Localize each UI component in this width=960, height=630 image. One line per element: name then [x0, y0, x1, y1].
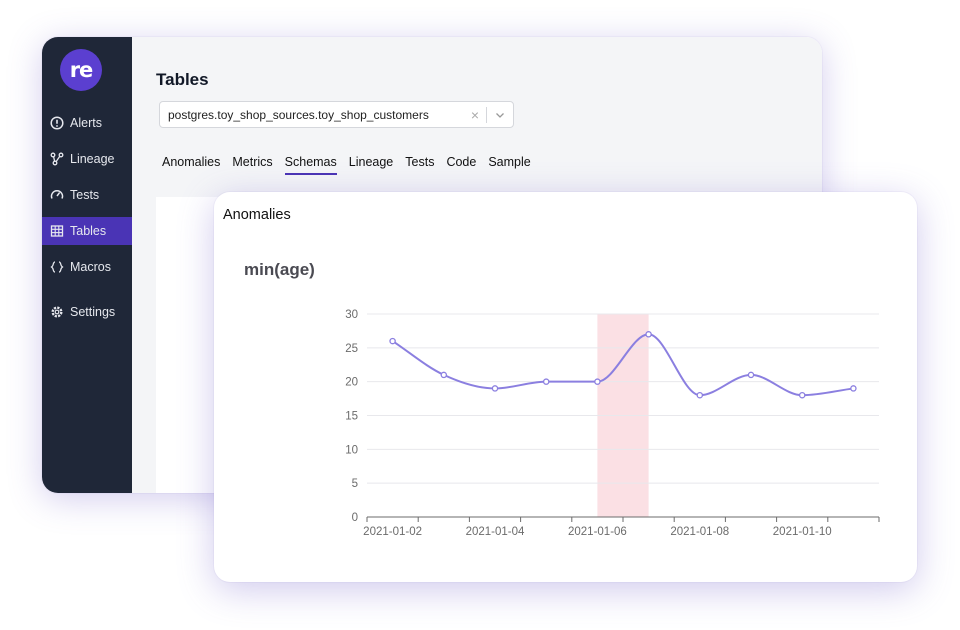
table-select[interactable]: postgres.toy_shop_sources.toy_shop_custo… — [159, 101, 514, 128]
line-chart: 0 5 10 15 20 25 30 2021-01-02 2021-01-04 2021-01-… — [345, 309, 880, 538]
sidebar-item-label: Tables — [70, 224, 107, 238]
sidebar-item-tables[interactable]: Tables — [42, 217, 132, 245]
anomalies-card: Anomalies min(age) 0 5 10 15 20 25 30 2021-01-0… — [214, 192, 917, 582]
tab-anomalies[interactable]: Anomalies — [162, 155, 221, 169]
x-tick-label: 2021-01-04 — [466, 526, 525, 538]
data-point — [645, 331, 652, 338]
y-tick-label: 5 — [352, 478, 358, 490]
card-title: Anomalies — [223, 207, 291, 223]
data-point — [389, 337, 396, 345]
gauge-icon — [50, 188, 64, 202]
tab-sample[interactable]: Sample — [488, 155, 531, 169]
data-point — [747, 371, 755, 379]
y-tick-label: 10 — [345, 444, 358, 456]
sidebar-item-lineage[interactable]: Lineage — [42, 145, 132, 173]
tab-code[interactable]: Code — [446, 155, 477, 169]
x-tick-label: 2021-01-08 — [670, 526, 729, 538]
sidebar-item-label: Tests — [70, 188, 100, 202]
data-point — [594, 378, 601, 385]
data-point — [850, 385, 857, 392]
sidebar-item-settings[interactable]: Settings — [42, 298, 132, 326]
tab-schemas[interactable]: Schemas — [284, 155, 337, 175]
table-select-value: postgres.toy_shop_sources.toy_shop_custo… — [168, 107, 429, 122]
data-point — [491, 385, 499, 392]
lineage-icon — [50, 152, 64, 166]
close-icon[interactable]: × — [470, 106, 480, 123]
select-divider — [486, 106, 487, 123]
sidebar-item-label: Settings — [70, 305, 116, 319]
chevron-down-icon[interactable] — [487, 109, 513, 121]
data-point — [696, 391, 704, 399]
tab-lineage[interactable]: Lineage — [348, 155, 394, 169]
y-tick-label: 20 — [345, 377, 358, 389]
chart-title: min(age) — [244, 260, 315, 279]
tab-tests[interactable]: Tests — [405, 155, 435, 169]
x-tick-label: 2021-01-06 — [568, 526, 627, 538]
tab-bar: Anomalies Metrics Schemas Lineage Tests … — [162, 155, 543, 175]
logo[interactable]: re — [60, 49, 102, 91]
sidebar-item-tests[interactable]: Tests — [42, 181, 132, 209]
braces-icon — [50, 260, 64, 274]
y-tick-label: 25 — [345, 343, 358, 355]
sidebar-item-label: Alerts — [70, 116, 102, 130]
x-tick-label: 2021-01-02 — [363, 526, 422, 538]
page-title: Tables — [156, 70, 209, 89]
series-line — [392, 333, 854, 397]
table-icon — [50, 224, 64, 238]
y-tick-label: 0 — [352, 512, 358, 524]
gear-icon — [50, 305, 64, 319]
sidebar-item-label: Lineage — [70, 152, 115, 166]
y-tick-label: 15 — [345, 411, 358, 423]
data-point — [798, 391, 806, 399]
tab-metrics[interactable]: Metrics — [232, 155, 273, 169]
sidebar-item-label: Macros — [70, 260, 111, 274]
x-tick-label: 2021-01-10 — [773, 526, 832, 538]
sidebar-item-macros[interactable]: Macros — [42, 253, 132, 281]
y-tick-label: 30 — [345, 309, 358, 321]
alert-circle-icon — [50, 116, 64, 130]
data-point — [440, 371, 448, 379]
sidebar-item-alerts[interactable]: Alerts — [42, 109, 132, 137]
sidebar: re Alerts Lineage Tests Tables — [42, 37, 132, 493]
data-point — [542, 378, 550, 385]
